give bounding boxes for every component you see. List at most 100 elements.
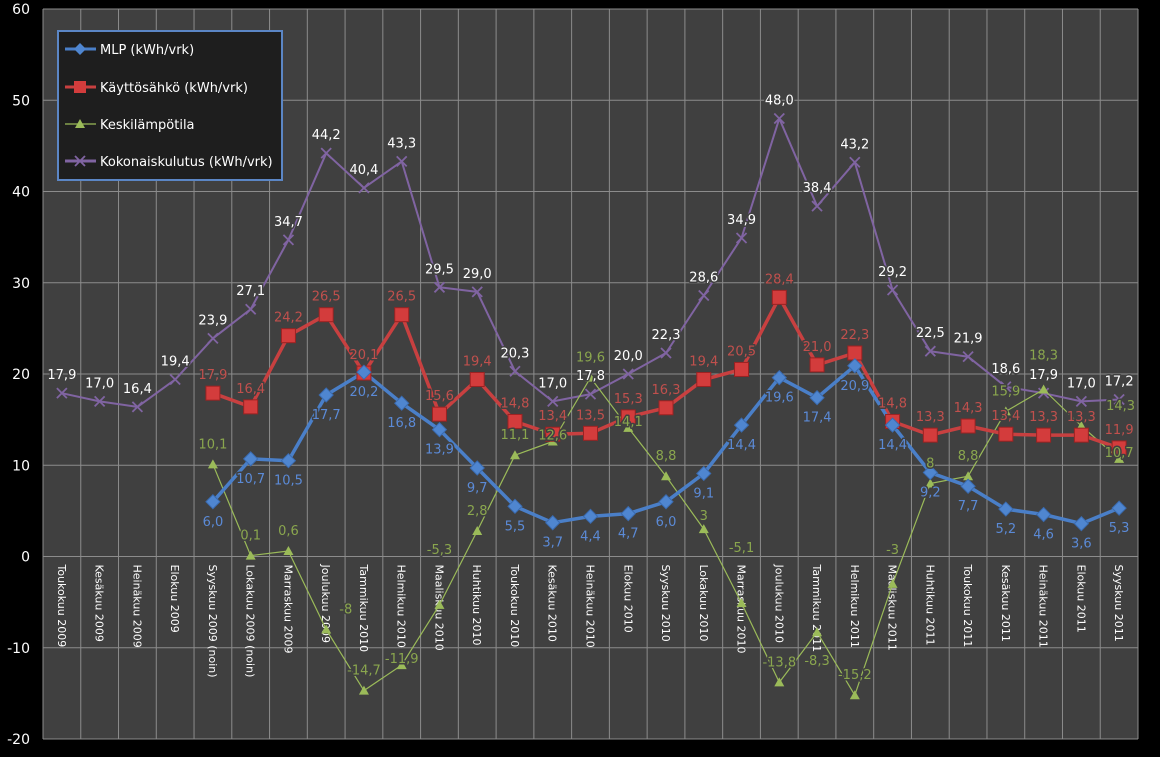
marker-keskilampotila <box>207 459 218 469</box>
legend-label-keskilampotila: Keskilämpötila <box>100 118 195 133</box>
marker-keskilampotila <box>963 471 974 481</box>
data-label-keskilampotila: -14,7 <box>347 664 381 679</box>
data-label-keskilampotila: 12,6 <box>538 429 567 444</box>
marker-kokonaiskulutus <box>811 200 823 212</box>
data-label-keskilampotila: 11,1 <box>501 428 530 443</box>
data-label-keskilampotila: -11,9 <box>385 652 419 667</box>
x-category-label: Heinäkuu 2011 <box>1037 565 1050 648</box>
x-category-label: Marraskuu 2009 <box>281 565 294 654</box>
legend-marker-mlp <box>74 43 86 55</box>
data-label-keskilampotila: 14,1 <box>614 415 643 430</box>
x-category-label: Helmikuu 2010 <box>395 565 408 648</box>
x-category-label: Toukokuu 2009 <box>55 564 68 648</box>
marker-keskilampotila <box>585 372 596 382</box>
data-label-mlp: 5,5 <box>505 519 526 534</box>
data-label-kokonaiskulutus: 18,6 <box>991 362 1020 377</box>
marker-mlp <box>431 421 448 438</box>
data-label-keskilampotila: -15,2 <box>838 668 872 683</box>
marker-mlp <box>922 464 939 481</box>
y-tick-label: 10 <box>12 458 30 474</box>
legend-marker-kokonaiskulutus <box>74 155 86 167</box>
legend-box <box>57 30 283 181</box>
data-label-mlp: 13,9 <box>425 443 454 458</box>
marker-kokonaiskulutus <box>547 395 559 408</box>
marker-keskilampotila <box>509 450 520 460</box>
data-label-mlp: 20,2 <box>349 385 378 400</box>
marker-mlp <box>356 364 372 380</box>
data-label-kokonaiskulutus: 29,0 <box>463 267 492 282</box>
x-category-label: Heinäkuu 2009 <box>130 565 143 648</box>
data-label-kokonaiskulutus: 21,9 <box>954 332 983 347</box>
x-category-label: Syyskuu 2009 (noin) <box>206 565 219 678</box>
marker-kayttosahko <box>658 400 674 416</box>
marker-keskilampotila <box>849 690 860 700</box>
marker-kayttosahko <box>998 426 1014 442</box>
x-category-label: Syyskuu 2010 <box>659 565 672 642</box>
marker-keskilampotila <box>661 471 672 481</box>
data-label-keskilampotila: -13,8 <box>762 655 796 670</box>
marker-kayttosahko <box>507 413 523 429</box>
data-label-mlp: 6,0 <box>656 515 677 530</box>
data-label-mlp: 17,4 <box>803 411 832 426</box>
data-label-kayttosahko: 13,4 <box>991 409 1020 424</box>
marker-keskilampotila <box>1114 453 1125 463</box>
marker-kayttosahko <box>545 426 561 442</box>
data-label-mlp: 4,6 <box>1033 528 1054 543</box>
x-category-label: Marraskuu 2010 <box>735 565 748 654</box>
data-label-kokonaiskulutus: 38,4 <box>803 181 832 196</box>
data-label-kayttosahko: 14,8 <box>878 396 907 411</box>
marker-keskilampotila <box>472 525 483 535</box>
data-label-kokonaiskulutus: 48,0 <box>765 94 794 109</box>
data-label-mlp: 7,7 <box>958 499 979 514</box>
marker-kokonaiskulutus <box>131 401 144 413</box>
y-tick-label: 50 <box>12 93 30 109</box>
marker-kayttosahko <box>960 418 976 434</box>
marker-kokonaiskulutus <box>282 234 295 246</box>
marker-mlp <box>545 515 561 531</box>
marker-keskilampotila <box>887 578 898 588</box>
data-label-kayttosahko: 15,3 <box>614 392 643 407</box>
data-label-kayttosahko: 19,4 <box>463 354 492 369</box>
y-tick-label: -20 <box>7 732 30 748</box>
data-label-mlp: 10,5 <box>274 474 303 489</box>
marker-mlp <box>696 465 712 482</box>
marker-keskilampotila <box>623 422 634 432</box>
data-label-keskilampotila: 18,3 <box>1029 349 1058 364</box>
data-label-kokonaiskulutus: 17,0 <box>538 376 567 391</box>
marker-kokonaiskulutus <box>886 284 899 296</box>
data-label-keskilampotila: 15,9 <box>991 384 1020 399</box>
marker-keskilampotila <box>245 550 256 560</box>
x-category-label: Heinäkuu 2010 <box>584 565 597 648</box>
marker-kayttosahko <box>809 357 825 373</box>
x-category-label: Elokuu 2011 <box>1074 565 1087 633</box>
data-label-kayttosahko: 26,5 <box>387 290 416 305</box>
marker-kayttosahko <box>205 385 221 401</box>
marker-kokonaiskulutus <box>735 232 748 244</box>
data-label-kokonaiskulutus: 20,0 <box>614 349 643 364</box>
data-label-mlp: 4,4 <box>580 529 601 544</box>
data-label-kokonaiskulutus: 29,2 <box>878 265 907 280</box>
data-label-keskilampotila: -5,3 <box>427 543 452 558</box>
marker-keskilampotila <box>698 524 709 534</box>
marker-kayttosahko <box>771 289 787 305</box>
data-label-kayttosahko: 14,3 <box>954 401 983 416</box>
data-label-kayttosahko: 13,4 <box>538 409 567 424</box>
x-category-label: Elokuu 2009 <box>168 565 181 633</box>
data-label-kokonaiskulutus: 16,4 <box>123 382 152 397</box>
marker-kokonaiskulutus <box>396 155 408 168</box>
marker-kokonaiskulutus <box>320 147 332 159</box>
x-category-label: Syyskuu 2011 <box>1112 565 1125 642</box>
data-label-mlp: 19,6 <box>765 391 794 406</box>
data-label-kayttosahko: 20,1 <box>349 348 378 363</box>
marker-mlp <box>620 505 636 522</box>
marker-kokonaiskulutus <box>509 365 521 377</box>
data-label-kokonaiskulutus: 23,9 <box>198 313 227 328</box>
x-category-label: Huhtikuu 2010 <box>470 565 483 646</box>
marker-kokonaiskulutus <box>622 368 634 380</box>
data-label-kayttosahko: 17,9 <box>198 368 227 383</box>
marker-kokonaiskulutus <box>584 388 597 400</box>
marker-mlp <box>242 451 259 467</box>
marker-mlp <box>884 417 901 433</box>
marker-kayttosahko <box>469 371 485 387</box>
